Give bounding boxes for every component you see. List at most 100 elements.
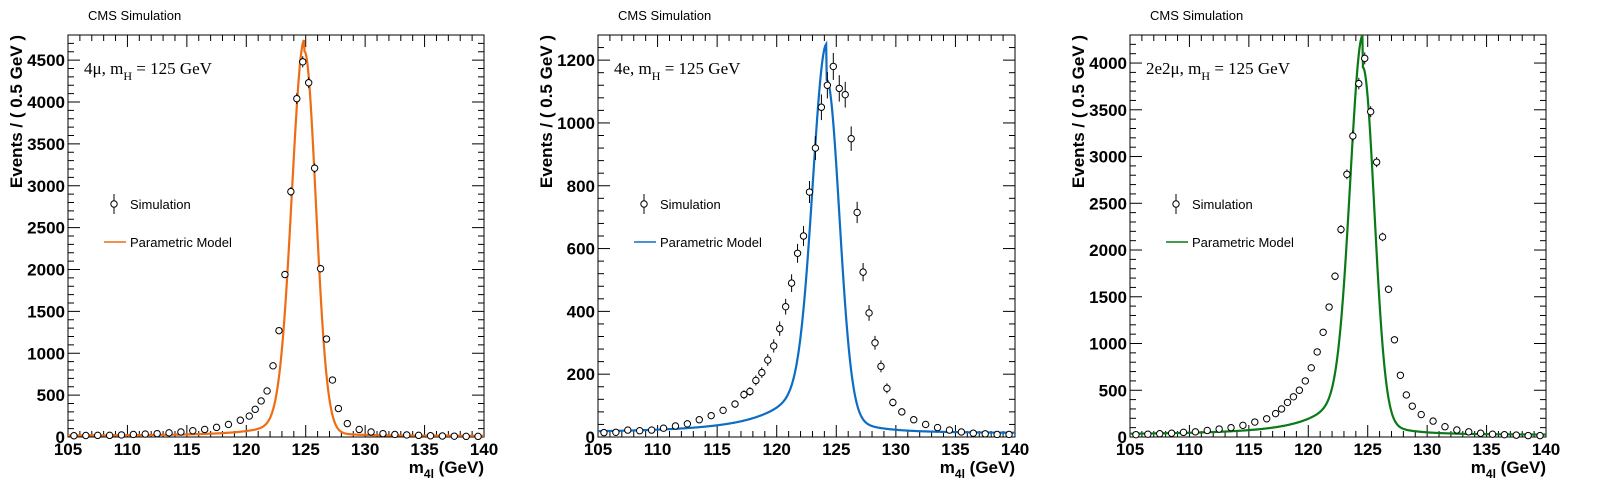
simulation-point xyxy=(269,362,277,370)
x-tick-label: 105 xyxy=(584,440,612,459)
parametric-model-curve xyxy=(1130,34,1547,436)
simulation-point xyxy=(1429,417,1437,425)
simulation-point xyxy=(752,376,760,385)
simulation-point xyxy=(799,232,808,240)
simulation-point xyxy=(1366,107,1375,116)
x-tick-label: 130 xyxy=(882,440,910,459)
simulation-point xyxy=(450,432,458,440)
x-tick-label: 120 xyxy=(1294,440,1322,459)
x-tick-label: 125 xyxy=(822,440,850,459)
simulation-point xyxy=(1132,430,1140,439)
simulation-point xyxy=(969,429,977,437)
simulation-point xyxy=(1355,79,1363,88)
legend-simulation-label: Simulation xyxy=(660,197,721,212)
x-tick-label: 125 xyxy=(292,440,320,459)
simulation-point xyxy=(1262,415,1271,423)
simulation-point xyxy=(474,432,482,441)
x-tick-label: 130 xyxy=(351,440,379,459)
simulation-point xyxy=(200,425,209,434)
simulation-point xyxy=(933,423,942,432)
x-tick-label: 135 xyxy=(941,440,969,459)
y-tick-label: 400 xyxy=(567,302,595,321)
simulation-point xyxy=(1203,426,1211,435)
simulation-point xyxy=(1337,225,1345,234)
simulation-point xyxy=(758,368,766,377)
x-tick-label: 105 xyxy=(1116,440,1144,459)
simulation-point xyxy=(877,362,885,371)
y-tick-label: 600 xyxy=(567,240,595,259)
simulation-point xyxy=(764,356,772,364)
simulation-point xyxy=(1215,425,1223,433)
simulation-point xyxy=(1191,428,1200,436)
channel-annotation: 2e2μ, mH = 125 GeV xyxy=(1146,59,1291,83)
simulation-point xyxy=(1476,429,1485,437)
x-axis-title-sub: 4l xyxy=(955,467,965,481)
simulation-point xyxy=(379,429,387,438)
simulation-point xyxy=(293,94,301,103)
chart-panel-1: CMS Simulation 105 110 115 120 125 130 135 140 0 5… xyxy=(7,8,498,481)
y-tick-label: 0 xyxy=(56,428,65,447)
simulation-point xyxy=(426,432,435,440)
x-tick-label: 140 xyxy=(1532,440,1560,459)
x-axis-title-main: m xyxy=(409,458,424,477)
simulation-point xyxy=(462,432,470,441)
x-axis-title-rest: (GeV) xyxy=(434,458,484,477)
simulation-point xyxy=(287,187,295,196)
x-tick-label: 105 xyxy=(54,440,82,459)
x-axis-title-main: m xyxy=(1471,458,1486,477)
simulation-point xyxy=(1179,428,1188,437)
x-tick-label: 115 xyxy=(173,440,200,459)
simulation-point xyxy=(1319,328,1327,336)
simulation-point xyxy=(647,426,656,434)
simulation-point xyxy=(1005,430,1013,439)
simulation-point xyxy=(1372,158,1381,166)
simulation-point xyxy=(1289,393,1298,401)
simulation-point xyxy=(1343,170,1351,178)
x-axis-title-rest: (GeV) xyxy=(1496,458,1546,477)
x-tick-label: 110 xyxy=(114,440,141,459)
simulation-point xyxy=(82,431,90,440)
simulation-point xyxy=(841,90,849,99)
x-tick-label: 135 xyxy=(410,440,438,459)
x-tick-label: 120 xyxy=(763,440,791,459)
y-tick-label: 2000 xyxy=(27,261,65,280)
y-tick-label: 500 xyxy=(37,386,65,405)
simulation-point xyxy=(883,384,891,393)
simulation-point xyxy=(1239,421,1247,430)
simulation-point xyxy=(1295,386,1304,394)
x-tick-label: 115 xyxy=(703,440,730,459)
x-tick-label: 120 xyxy=(232,440,260,459)
legend-simulation-marker xyxy=(640,200,648,208)
simulation-point xyxy=(659,424,668,432)
simulation-point xyxy=(889,398,897,407)
y-tick-label: 1000 xyxy=(27,344,65,363)
x-axis-title-sub: 4l xyxy=(424,467,434,481)
simulation-point xyxy=(236,416,245,424)
simulation-point xyxy=(859,268,867,276)
legend-simulation-label: Simulation xyxy=(1192,197,1253,212)
x-axis-title-main: m xyxy=(940,458,955,477)
legend-model-label: Parametric Model xyxy=(660,235,762,250)
simulation-point xyxy=(1408,402,1416,410)
simulation-point xyxy=(770,342,778,350)
simulation-point xyxy=(793,249,802,257)
simulation-point xyxy=(129,430,138,439)
simulation-point xyxy=(898,408,906,416)
x-tick-label: 135 xyxy=(1472,440,1500,459)
simulation-point xyxy=(367,428,375,436)
simulation-point xyxy=(835,84,843,93)
simulation-point xyxy=(1512,431,1520,439)
simulation-point xyxy=(683,420,692,428)
simulation-point xyxy=(1251,418,1259,426)
y-tick-label: 1200 xyxy=(557,51,595,70)
simulation-point xyxy=(1488,430,1497,438)
simulation-point xyxy=(1325,303,1333,311)
simulation-point xyxy=(403,431,411,439)
simulation-point xyxy=(438,432,447,440)
cms-simulation-label: CMS Simulation xyxy=(618,8,711,23)
y-tick-label: 4000 xyxy=(27,93,65,112)
y-tick-label: 1500 xyxy=(27,302,65,321)
x-axis-title-rest: (GeV) xyxy=(965,458,1015,477)
simulation-point xyxy=(299,58,307,66)
simulation-point xyxy=(1417,410,1425,419)
